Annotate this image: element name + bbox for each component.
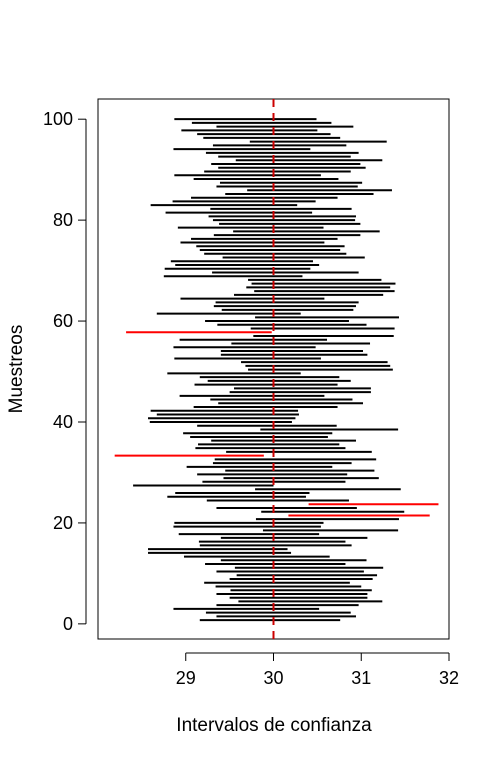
y-tick-label: 40: [53, 412, 73, 432]
y-tick-label: 20: [53, 513, 73, 533]
y-tick-label: 60: [53, 311, 73, 331]
x-tick-label: 30: [263, 668, 283, 688]
x-axis-label: Intervalos de confianza: [176, 715, 372, 736]
x-tick-label: 29: [176, 668, 196, 688]
y-tick-label: 0: [63, 614, 73, 634]
plot-area: [97, 98, 450, 640]
x-tick-label: 31: [351, 668, 371, 688]
y-axis-label: Muestreos: [6, 325, 27, 414]
x-tick-label: 32: [439, 668, 459, 688]
y-tick-label: 100: [43, 109, 73, 129]
x-axis: 29 30 31 32: [176, 652, 459, 688]
y-axis: 0 20 40 60 80 100: [43, 109, 87, 634]
y-tick-label: 80: [53, 210, 73, 230]
